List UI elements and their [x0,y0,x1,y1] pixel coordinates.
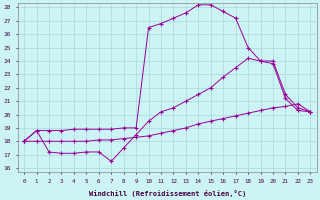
X-axis label: Windchill (Refroidissement éolien,°C): Windchill (Refroidissement éolien,°C) [89,190,246,197]
